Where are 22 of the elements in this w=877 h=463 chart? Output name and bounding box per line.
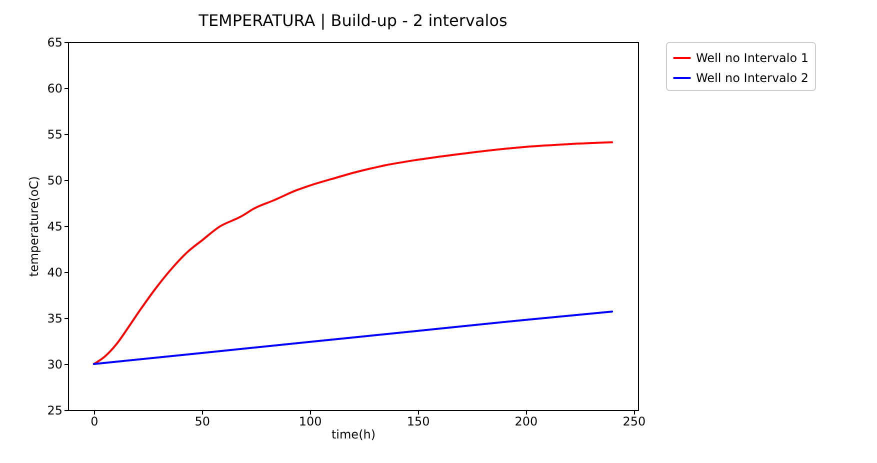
line-series (92, 310, 614, 365)
line-series (92, 141, 614, 365)
x-tick-label: 100 (298, 414, 322, 428)
y-tick-label: 65 (47, 36, 62, 50)
chart-title: TEMPERATURA | Build-up - 2 intervalos (198, 11, 508, 30)
y-tick-label: 30 (47, 358, 62, 372)
x-tick-label: 200 (514, 414, 538, 428)
x-tick-label: 150 (406, 414, 430, 428)
legend-label: Well no Intervalo 2 (696, 71, 809, 85)
y-axis-title: temperature(oC) (27, 176, 42, 277)
x-axis-title: time(h) (331, 428, 376, 442)
x-tick-label: 0 (90, 414, 98, 428)
y-tick-label: 55 (47, 128, 62, 142)
y-tick-label: 50 (47, 174, 62, 188)
y-tick-label: 40 (47, 266, 62, 280)
y-tick-label: 60 (47, 82, 62, 96)
x-tick-label: 250 (622, 414, 646, 428)
y-tick-label: 35 (47, 312, 62, 326)
legend-label: Well no Intervalo 1 (696, 51, 809, 65)
x-tick-label: 50 (194, 414, 210, 428)
y-tick-label: 45 (47, 220, 62, 234)
y-tick-label: 25 (47, 404, 62, 418)
